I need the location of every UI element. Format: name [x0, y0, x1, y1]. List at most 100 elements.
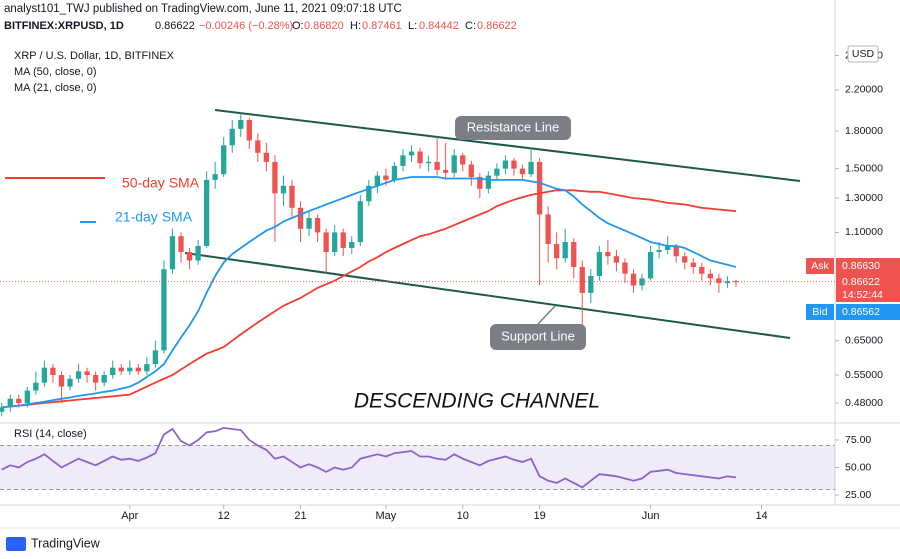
- candle-body: [519, 168, 526, 175]
- rsi-band: [0, 445, 835, 490]
- close-value: 0.86622: [477, 20, 517, 32]
- candle-body: [460, 155, 466, 165]
- rsi-title: RSI (14, close): [14, 428, 87, 440]
- price-change: −0.00246 (−0.28%): [199, 20, 293, 32]
- ask-value: 0.86630: [842, 260, 880, 272]
- candle-body: [596, 252, 603, 277]
- candle-body: [246, 119, 252, 141]
- ask-tag-label-bg: [806, 258, 834, 274]
- candle-body: [528, 161, 534, 175]
- candle-body: [451, 155, 457, 173]
- price-axis: 75.00 50.00 25.00: [835, 434, 871, 501]
- candle-body: [41, 367, 48, 383]
- x-tick-label: 21: [294, 510, 306, 522]
- candle-body: [110, 367, 116, 376]
- candle-body: [665, 245, 671, 250]
- candle-body: [571, 242, 577, 267]
- candle-body: [682, 256, 688, 263]
- x-tick-label: 19: [533, 510, 545, 522]
- support-annotation: Support Line: [501, 328, 575, 343]
- candle-body: [323, 232, 329, 253]
- candle-body: [263, 152, 270, 162]
- last-price: 0.86622: [155, 20, 195, 32]
- support-pointer: [537, 305, 556, 325]
- last-tag-bg: [836, 274, 900, 302]
- brand-logo: TradingView: [6, 536, 101, 551]
- resistance-annotation: Resistance Line: [467, 119, 560, 134]
- x-tick-label: 14: [755, 510, 767, 522]
- x-tick-label: Apr: [121, 510, 138, 522]
- candle-body: [186, 252, 193, 261]
- high-label: H:: [350, 20, 361, 32]
- y-tick-label: 0.55000: [845, 369, 883, 381]
- y-tick-label: 1.30000: [845, 192, 883, 204]
- candle-body: [511, 160, 517, 169]
- candle-body: [33, 382, 39, 391]
- candle-body: [58, 375, 65, 387]
- candle-body: [724, 281, 731, 284]
- open-value: 0.86820: [304, 20, 344, 32]
- candle-body: [332, 232, 338, 253]
- candle-body: [605, 252, 611, 257]
- brand-name: TradingView: [31, 536, 101, 550]
- candle-body: [357, 201, 363, 243]
- candle-body: [314, 217, 321, 233]
- x-tick-label: 12: [218, 510, 230, 522]
- high-value: 0.87461: [362, 20, 402, 32]
- candle-body: [306, 217, 312, 229]
- candle-body: [16, 398, 22, 404]
- candle-body: [366, 185, 372, 202]
- candle-body: [485, 175, 492, 189]
- candle-body: [169, 236, 176, 270]
- candle-body: [707, 273, 713, 279]
- candle-body: [716, 278, 722, 284]
- candle-body: [195, 245, 201, 261]
- candle-body: [203, 179, 210, 246]
- close-label: C:: [465, 20, 476, 32]
- y-tick-label: 75.00: [845, 434, 871, 446]
- x-tick-label: May: [376, 510, 397, 522]
- candle-body: [7, 398, 13, 408]
- candle-body: [127, 367, 133, 372]
- publisher: analyst101_TWJ published on TradingView.…: [4, 3, 402, 15]
- y-tick-label: 25.00: [845, 489, 871, 501]
- candle-body: [391, 165, 398, 180]
- candle-body: [161, 269, 167, 351]
- candle-body: [297, 207, 304, 229]
- candle-body: [588, 276, 594, 293]
- candle-body: [212, 174, 218, 180]
- candle-body: [579, 266, 585, 293]
- x-tick-label: Jun: [642, 510, 660, 522]
- ohlc-header: BITFINEX:XRPUSD, 1D 0.86622 −0.00246 (−0…: [4, 20, 517, 32]
- candle-body: [622, 262, 628, 274]
- candle-body: [536, 161, 543, 215]
- open-label: O:: [292, 20, 304, 32]
- support-line: [184, 252, 791, 339]
- candle-body: [699, 266, 705, 274]
- sma21-annotation: 21-day SMA: [115, 209, 193, 225]
- support-callout: [490, 324, 586, 350]
- candle-body: [280, 185, 287, 194]
- candle-body: [408, 151, 415, 156]
- candle-body: [647, 252, 654, 279]
- bid-tag-bg: [836, 304, 900, 320]
- logo-mark: [6, 537, 26, 551]
- candle-body: [477, 177, 483, 189]
- series-line: [1, 189, 737, 409]
- candle-body: [92, 375, 99, 383]
- resistance-line: [214, 109, 801, 182]
- y-tick-label: 1.50000: [845, 162, 883, 174]
- y-tick-label: 50.00: [845, 461, 871, 473]
- currency: USD: [852, 48, 875, 60]
- y-tick-label: 2.20000: [845, 84, 883, 96]
- candle-body: [84, 371, 90, 376]
- candle-body: [229, 128, 235, 146]
- candle-body: [135, 367, 141, 372]
- candle-body: [101, 375, 107, 383]
- candle-body: [425, 161, 432, 164]
- sma50-annotation: 50-day SMA: [122, 175, 200, 191]
- currency-box: [847, 45, 879, 63]
- candle-body: [24, 390, 30, 404]
